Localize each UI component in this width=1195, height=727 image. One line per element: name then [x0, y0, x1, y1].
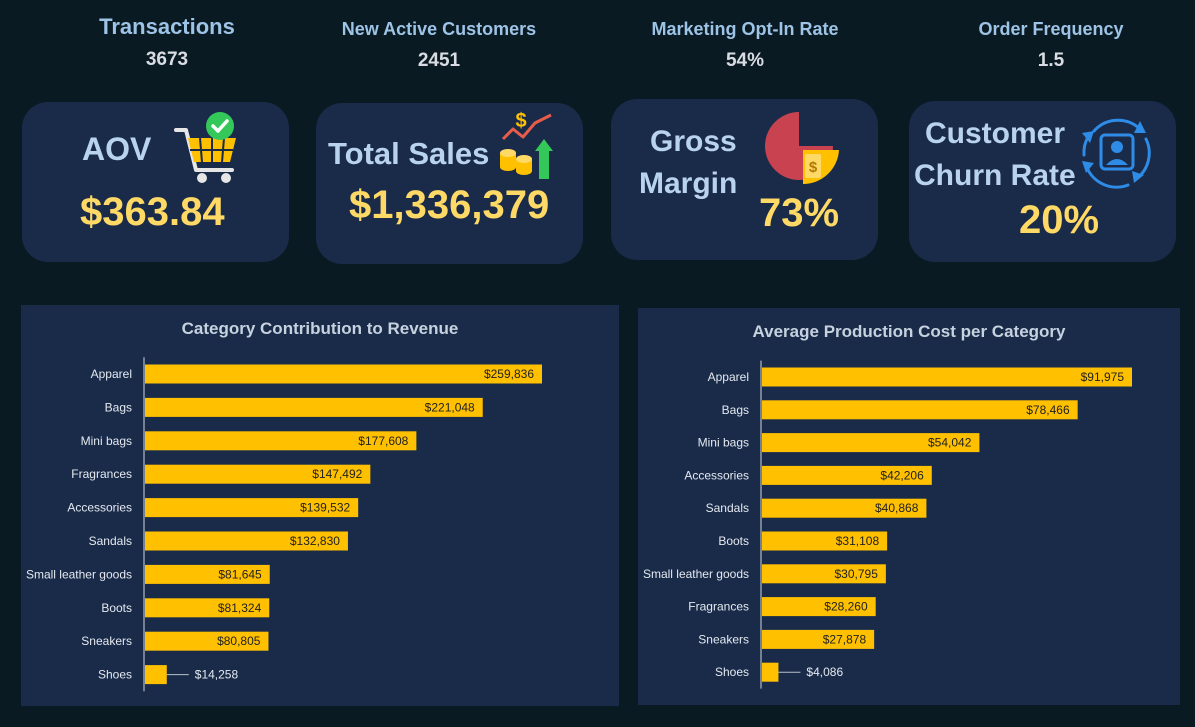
category-label: Mini bags [698, 436, 749, 450]
bar [145, 397, 483, 417]
total-sales-value: $1,336,379 [349, 183, 550, 227]
gross-margin-card: Gross Margin $ 73% [611, 99, 878, 260]
bar [762, 564, 886, 584]
kpi-new-customers-value: 2451 [417, 50, 461, 71]
data-label: $139,532 [300, 501, 350, 515]
aov-value: $363.84 [80, 190, 225, 234]
category-label: Bags [722, 403, 749, 417]
total-sales-label: Total Sales [328, 136, 490, 171]
churn-label-2: Churn Rate [914, 159, 1076, 192]
data-label: $54,042 [928, 436, 972, 450]
pie-dollar-icon: $ [761, 108, 841, 186]
gross-margin-label-1: Gross [650, 125, 737, 158]
category-label: Accessories [67, 501, 132, 515]
data-label: $30,795 [834, 567, 878, 581]
customer-cycle-icon [1074, 109, 1160, 195]
svg-text:$: $ [515, 110, 526, 132]
category-label: Bags [105, 400, 132, 414]
category-label: Boots [718, 534, 749, 548]
kpi-new-customers-label: New Active Customers [341, 19, 537, 39]
bar [762, 498, 927, 518]
data-label: $147,492 [312, 467, 362, 481]
production-cost-chart: Apparel $91,975 Bags $78,466 Mini bags $54,04… [643, 360, 1132, 689]
bar [762, 662, 779, 682]
bar [145, 364, 542, 384]
category-label: Small leather goods [26, 567, 132, 581]
revenue-chart-title: Category Contribution to Revenue [181, 319, 459, 338]
kpi-transactions: Transactions 3673 [67, 14, 267, 71]
category-label: Apparel [708, 370, 749, 384]
bar [762, 597, 876, 617]
data-label: $80,805 [217, 634, 261, 648]
kpi-frequency-value: 1.5 [1037, 50, 1065, 71]
category-label: Sneakers [81, 634, 132, 648]
bar [145, 464, 371, 484]
revenue-contribution-panel: Category Contribution to Revenue Apparel… [21, 305, 619, 706]
data-label: $14,258 [195, 668, 239, 682]
bar [762, 531, 888, 551]
data-label: $28,260 [824, 600, 868, 614]
revenue-contribution-chart: Apparel $259,836 Bags $221,048 Mini bags $177… [26, 357, 542, 692]
data-label: $4,086 [806, 665, 843, 679]
aov-label: AOV [82, 131, 152, 167]
data-label: $78,466 [1026, 403, 1070, 417]
data-label: $177,608 [358, 434, 408, 448]
category-label: Sandals [89, 534, 132, 548]
category-label: Fragrances [688, 600, 749, 614]
data-label: $132,830 [290, 534, 340, 548]
gross-margin-value: 73% [759, 191, 840, 235]
data-label: $40,868 [875, 501, 919, 515]
data-label: $259,836 [484, 367, 534, 381]
data-label: $31,108 [836, 534, 880, 548]
kpi-order-frequency: Order Frequency 1.5 [951, 19, 1151, 72]
bar [145, 598, 270, 618]
cost-chart-title: Average Production Cost per Category [752, 322, 1066, 341]
churn-label-1: Customer [925, 117, 1066, 150]
category-label: Sneakers [698, 632, 749, 646]
category-label: Small leather goods [643, 567, 749, 581]
total-sales-card: Total Sales $ $1,336,379 [316, 103, 583, 264]
kpi-frequency-label: Order Frequency [978, 19, 1124, 39]
category-label: Accessories [684, 468, 749, 482]
data-label: $27,878 [823, 632, 867, 646]
svg-text:$: $ [809, 159, 818, 176]
data-label: $81,645 [218, 567, 262, 581]
kpi-transactions-value: 3673 [145, 49, 189, 70]
category-label: Shoes [98, 668, 132, 682]
bar [762, 433, 980, 453]
bar [145, 498, 359, 518]
bar [145, 431, 417, 451]
shopping-cart-icon [172, 110, 242, 186]
data-label: $42,206 [880, 468, 924, 482]
production-cost-panel: Average Production Cost per Category App… [638, 308, 1180, 705]
data-label: $221,048 [425, 400, 475, 414]
bar [145, 564, 270, 584]
category-label: Apparel [91, 367, 132, 381]
bar [762, 465, 932, 485]
category-label: Mini bags [81, 434, 132, 448]
kpi-transactions-label: Transactions [99, 14, 235, 39]
data-label: $81,324 [218, 601, 262, 615]
bar [145, 665, 167, 685]
coins-growth-icon: $ [499, 109, 561, 181]
category-label: Boots [101, 601, 132, 615]
data-label: $91,975 [1081, 370, 1125, 384]
bar [762, 367, 1132, 387]
gross-margin-label-2: Margin [639, 167, 738, 200]
kpi-optin-value: 54% [725, 50, 765, 71]
churn-rate-card: Customer Churn Rate 20% [909, 101, 1176, 262]
aov-card: AOV $363.84 [22, 102, 289, 262]
category-label: Shoes [715, 665, 749, 679]
kpi-optin-rate: Marketing Opt-In Rate 54% [620, 19, 870, 72]
churn-rate-value: 20% [1019, 198, 1100, 242]
category-label: Sandals [706, 501, 749, 515]
bar [145, 631, 269, 651]
kpi-optin-label: Marketing Opt-In Rate [651, 19, 839, 39]
bar [145, 531, 348, 551]
bar [762, 629, 875, 649]
kpi-new-customers: New Active Customers 2451 [314, 19, 564, 72]
bar [762, 400, 1078, 420]
category-label: Fragrances [71, 467, 132, 481]
